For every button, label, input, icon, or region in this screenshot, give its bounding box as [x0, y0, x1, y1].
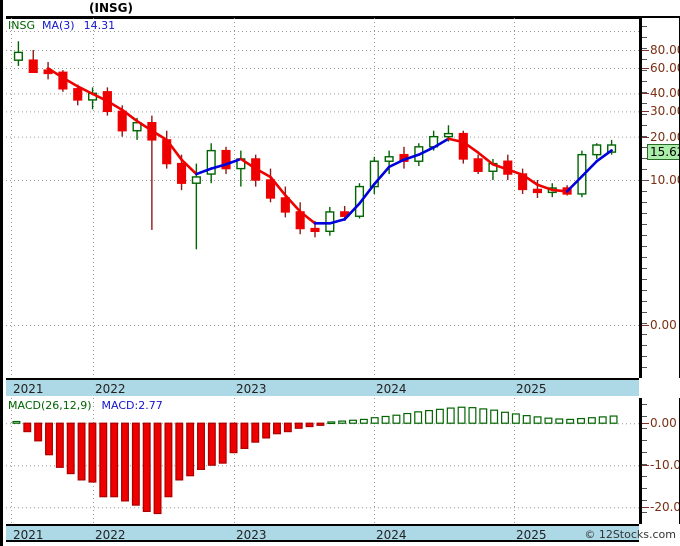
macd-axis-line [639, 398, 642, 524]
price-axis-tick [642, 67, 649, 69]
price-axis-label: 60.00 [650, 60, 680, 75]
legend-ma-label: MA(3) [41, 19, 75, 32]
price-axis-minor-tick [642, 367, 647, 368]
price-panel-top-border [6, 18, 639, 19]
price-y-axis[interactable]: 80.00 60.00 40.00 30.00 20.00 10.00 0.00 15.62 [639, 18, 680, 378]
price-axis-minor-tick [642, 158, 647, 159]
price-axis-minor-tick [642, 26, 647, 27]
price-axis-line [639, 18, 642, 378]
macd-axis-label: 0.00 [650, 416, 677, 431]
price-axis-label: 30.00 [650, 104, 680, 119]
date-axis-label: 2023 [236, 528, 267, 542]
macd-axis-tick [642, 423, 649, 425]
price-axis-minor-tick [642, 290, 647, 291]
price-axis-minor-tick [642, 92, 647, 93]
price-axis-minor-tick [642, 202, 647, 203]
date-axis-label: 2022 [95, 382, 126, 396]
title-bar: (INSG) [3, 0, 680, 16]
price-chart-panel[interactable] [6, 18, 639, 378]
price-axis-tick [642, 111, 649, 113]
macd-legend-value: MACD:2.77 [101, 399, 163, 412]
price-axis-minor-tick [642, 48, 647, 49]
price-legend: INSG MA(3) 14.31 [8, 19, 115, 32]
macd-legend-name: MACD(26,12,9) [8, 399, 92, 412]
page-title: (INSG) [89, 1, 133, 15]
price-axis-minor-tick [642, 125, 647, 126]
price-axis-minor-tick [642, 169, 647, 170]
macd-axis-tick [642, 465, 649, 467]
price-axis-minor-tick [642, 345, 647, 346]
date-axis-top[interactable]: 2021 2022 2023 2024 2025 [6, 378, 639, 396]
date-axis-label: 2021 [13, 382, 44, 396]
candlestick-plot [6, 18, 639, 378]
price-axis-tick [642, 50, 649, 51]
legend-symbol: INSG [8, 19, 35, 32]
title-divider [6, 16, 680, 18]
macd-axis-minor-tick [642, 512, 647, 513]
price-axis-label: 0.00 [650, 318, 677, 332]
date-axis-label: 2023 [236, 382, 267, 396]
price-axis-minor-tick [642, 180, 647, 181]
current-price-badge[interactable]: 15.62 [647, 144, 680, 161]
macd-axis-tick [642, 507, 649, 509]
date-axis-bottom[interactable]: 2021 2022 2023 2024 2025 [6, 524, 639, 542]
legend-ma-value: 14.31 [83, 19, 116, 32]
price-axis-minor-tick [642, 147, 647, 148]
price-axis-minor-tick [642, 257, 647, 258]
date-axis-label: 2022 [95, 528, 126, 542]
macd-axis-minor-tick [642, 500, 647, 501]
macd-axis-minor-tick [642, 440, 647, 441]
price-axis-label: 20.00 [650, 129, 680, 144]
price-axis-minor-tick [642, 81, 647, 82]
price-axis-minor-tick [642, 37, 647, 38]
date-axis-label: 2025 [516, 528, 547, 542]
date-axis-label: 2024 [376, 382, 407, 396]
date-axis-label: 2024 [376, 528, 407, 542]
price-axis-minor-tick [642, 246, 647, 247]
price-axis-minor-tick [642, 235, 647, 236]
macd-y-axis[interactable]: 0.00 -10.00 -20.00 [639, 398, 680, 524]
price-axis-tick [642, 136, 649, 138]
macd-legend: MACD(26,12,9) MACD:2.77 [8, 399, 163, 412]
price-axis-minor-tick [642, 224, 647, 225]
macd-chart-panel[interactable] [6, 398, 639, 524]
macd-axis-minor-tick [642, 416, 647, 417]
price-axis-tick [642, 93, 649, 95]
price-axis-minor-tick [642, 312, 647, 313]
price-axis-minor-tick [642, 136, 647, 137]
price-axis-minor-tick [642, 103, 647, 104]
macd-axis-minor-tick [642, 476, 647, 477]
price-axis-label: 80.00 [650, 43, 680, 57]
price-axis-minor-tick [642, 213, 647, 214]
date-axis-label: 2025 [516, 382, 547, 396]
macd-axis-minor-tick [642, 488, 647, 489]
price-axis-minor-tick [642, 59, 647, 60]
date-axis-label: 2021 [13, 528, 44, 542]
price-axis-minor-tick [642, 268, 647, 269]
macd-axis-minor-tick [642, 428, 647, 429]
price-axis-minor-tick [642, 114, 647, 115]
macd-axis-minor-tick [642, 452, 647, 453]
macd-axis-minor-tick [642, 404, 647, 405]
macd-axis-label: -20.00 [650, 500, 680, 515]
macd-axis-minor-tick [642, 464, 647, 465]
macd-axis-label: -10.00 [650, 458, 680, 473]
price-axis-minor-tick [642, 279, 647, 280]
price-axis-minor-tick [642, 70, 647, 71]
price-axis-minor-tick [642, 356, 647, 357]
price-axis-tick [642, 325, 649, 326]
macd-histogram-plot [6, 398, 639, 524]
price-axis-minor-tick [642, 191, 647, 192]
price-axis-label: 10.00 [650, 173, 680, 187]
price-axis-minor-tick [642, 301, 647, 302]
watermark: © 12Stocks.com [584, 528, 676, 541]
price-axis-label: 40.00 [650, 86, 680, 101]
price-axis-minor-tick [642, 323, 647, 324]
price-axis-minor-tick [642, 334, 647, 335]
